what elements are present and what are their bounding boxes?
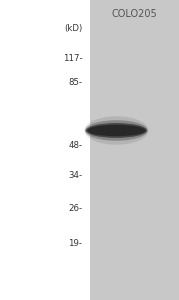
Text: 19-: 19-	[68, 238, 82, 247]
Ellipse shape	[85, 120, 148, 141]
Text: 85-: 85-	[68, 78, 82, 87]
Ellipse shape	[86, 123, 147, 138]
Text: 26-: 26-	[68, 204, 82, 213]
Ellipse shape	[87, 125, 145, 136]
Text: 48-: 48-	[68, 141, 82, 150]
Text: 117-: 117-	[63, 54, 82, 63]
Ellipse shape	[84, 116, 148, 145]
Text: (kD): (kD)	[64, 24, 82, 33]
Text: 34-: 34-	[68, 171, 82, 180]
Text: COLO205: COLO205	[111, 9, 157, 19]
Bar	[90, 0, 179, 300]
